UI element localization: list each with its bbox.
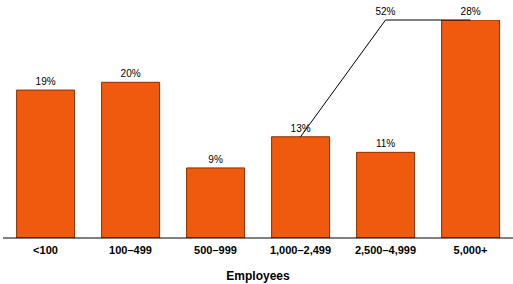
- svg-text:52%: 52%: [375, 6, 395, 17]
- svg-text:5,000+: 5,000+: [454, 244, 488, 256]
- svg-text:20%: 20%: [121, 68, 141, 79]
- svg-text:28%: 28%: [461, 6, 481, 17]
- svg-text:<100: <100: [33, 244, 58, 256]
- svg-text:13%: 13%: [291, 123, 311, 134]
- svg-text:9%: 9%: [208, 154, 223, 165]
- svg-text:500–999: 500–999: [194, 244, 237, 256]
- svg-text:2,500–4,999: 2,500–4,999: [355, 244, 416, 256]
- svg-text:1,000–2,499: 1,000–2,499: [270, 244, 331, 256]
- svg-text:100–499: 100–499: [109, 244, 152, 256]
- svg-text:Employees: Employees: [226, 269, 290, 283]
- svg-text:11%: 11%: [376, 138, 395, 149]
- svg-text:19%: 19%: [36, 76, 56, 87]
